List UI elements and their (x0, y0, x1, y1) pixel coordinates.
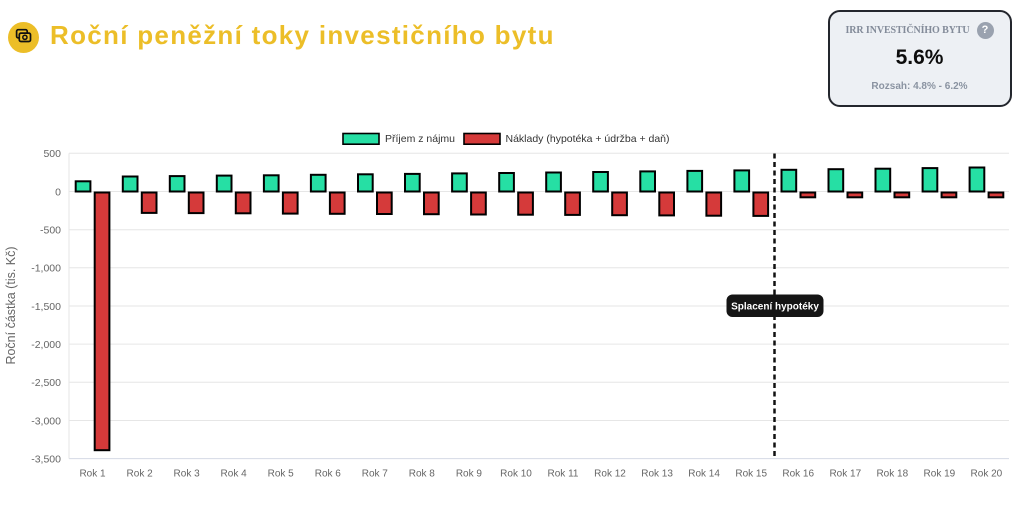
svg-text:Rok 11: Rok 11 (548, 469, 579, 480)
svg-text:-2,000: -2,000 (31, 339, 61, 351)
svg-text:-500: -500 (40, 225, 61, 237)
svg-text:Rok 1: Rok 1 (79, 469, 106, 480)
svg-text:Rok 10: Rok 10 (500, 469, 532, 480)
svg-text:Rok 17: Rok 17 (829, 469, 861, 480)
svg-text:Rok 16: Rok 16 (782, 469, 814, 480)
svg-text:Rok 6: Rok 6 (315, 469, 342, 480)
svg-text:Rok 14: Rok 14 (688, 469, 720, 480)
svg-text:Roční částka (tis. Kč): Roční částka (tis. Kč) (4, 246, 18, 364)
svg-text:Rok 20: Rok 20 (971, 469, 1003, 480)
svg-text:Rok 7: Rok 7 (362, 469, 389, 480)
svg-text:Rok 2: Rok 2 (127, 469, 154, 480)
svg-text:-1,500: -1,500 (31, 301, 61, 313)
svg-text:Rok 15: Rok 15 (735, 469, 767, 480)
svg-text:Rok 19: Rok 19 (924, 469, 956, 480)
svg-text:Příjem z nájmu: Příjem z nájmu (385, 133, 455, 145)
svg-text:Rok 9: Rok 9 (456, 469, 483, 480)
svg-text:-2,500: -2,500 (31, 377, 61, 389)
svg-text:Splacení hypotéky: Splacení hypotéky (731, 301, 819, 312)
svg-text:-3,000: -3,000 (31, 415, 61, 427)
svg-text:-1,000: -1,000 (31, 263, 61, 275)
svg-text:Náklady (hypotéka + údržba + d: Náklady (hypotéka + údržba + daň) (506, 133, 670, 145)
svg-text:Rok 18: Rok 18 (876, 469, 908, 480)
svg-text:0: 0 (55, 186, 61, 198)
svg-text:Rok 12: Rok 12 (594, 469, 626, 480)
svg-text:500: 500 (43, 148, 61, 160)
svg-text:Rok 13: Rok 13 (641, 469, 673, 480)
svg-text:Rok 3: Rok 3 (174, 469, 201, 480)
svg-text:Rok 8: Rok 8 (409, 469, 436, 480)
svg-text:Rok 5: Rok 5 (268, 469, 295, 480)
svg-text:-3,500: -3,500 (31, 453, 61, 465)
svg-text:Rok 4: Rok 4 (221, 469, 248, 480)
